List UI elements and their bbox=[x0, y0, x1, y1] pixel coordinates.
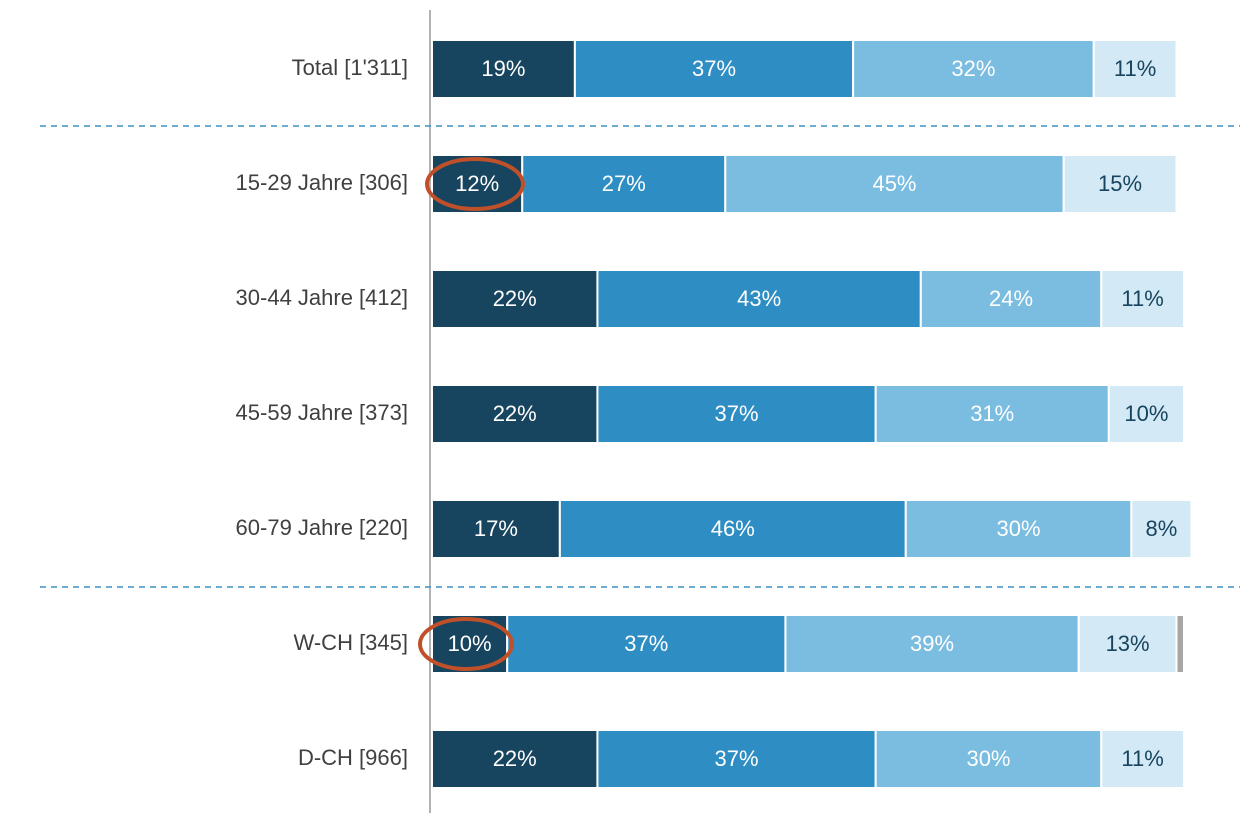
data-label: 13% bbox=[1106, 631, 1150, 656]
bar-segment bbox=[1077, 614, 1178, 674]
bar-segment bbox=[1107, 384, 1186, 444]
data-label: 17% bbox=[474, 516, 518, 541]
data-label: 30% bbox=[966, 746, 1010, 771]
highlight-circle bbox=[418, 617, 514, 671]
category-label: 15-29 Jahre [306] bbox=[236, 170, 408, 195]
data-label: 24% bbox=[989, 286, 1033, 311]
category-label: 30-44 Jahre [412] bbox=[236, 285, 408, 310]
data-label: 12% bbox=[455, 171, 499, 196]
data-label: 22% bbox=[493, 746, 537, 771]
bar-segment bbox=[724, 154, 1065, 214]
data-label: 8% bbox=[1146, 516, 1178, 541]
data-label: 22% bbox=[493, 401, 537, 426]
data-label: 11% bbox=[1114, 56, 1156, 81]
data-label: 19% bbox=[481, 56, 525, 81]
data-label: 10% bbox=[1124, 401, 1168, 426]
data-label: 37% bbox=[624, 631, 668, 656]
data-label: 45% bbox=[872, 171, 916, 196]
data-label: 15% bbox=[1098, 171, 1142, 196]
highlight-circle bbox=[425, 157, 525, 211]
data-label: 10% bbox=[448, 631, 492, 656]
bar-segment bbox=[558, 499, 907, 559]
bar-segment bbox=[1100, 269, 1186, 329]
data-label: 31% bbox=[970, 401, 1014, 426]
data-label: 46% bbox=[711, 516, 755, 541]
bar-segment bbox=[919, 269, 1103, 329]
category-label: 45-59 Jahre [373] bbox=[236, 400, 408, 425]
data-label: 43% bbox=[737, 286, 781, 311]
bar-segment bbox=[596, 729, 877, 789]
category-label: D-CH [966] bbox=[298, 745, 408, 770]
bar-segment bbox=[784, 614, 1080, 674]
bar-segment bbox=[431, 384, 599, 444]
data-label: 39% bbox=[910, 631, 954, 656]
bar-segment bbox=[431, 39, 576, 99]
data-label: 11% bbox=[1121, 746, 1163, 771]
bar-segment bbox=[1100, 729, 1186, 789]
bar-segment bbox=[904, 499, 1133, 559]
bar-segment bbox=[596, 384, 877, 444]
data-label: 32% bbox=[951, 56, 995, 81]
bar-segment bbox=[431, 499, 561, 559]
data-label: 27% bbox=[602, 171, 646, 196]
bar-segment bbox=[431, 729, 599, 789]
data-label: 22% bbox=[493, 286, 537, 311]
bars: Total [1'311] 19% 37% 32% 11% 15-29 Jahre [30… bbox=[236, 39, 1193, 789]
data-label: 30% bbox=[997, 516, 1041, 541]
data-label: 37% bbox=[692, 56, 736, 81]
bar-segment bbox=[1130, 499, 1193, 559]
category-label: W-CH [345] bbox=[293, 630, 408, 655]
bar-segment bbox=[1062, 154, 1178, 214]
bar-segment bbox=[874, 729, 1103, 789]
bar-segment bbox=[431, 269, 599, 329]
category-label: 60-79 Jahre [220] bbox=[236, 515, 408, 540]
bar-segment bbox=[874, 384, 1110, 444]
category-label: Total [1'311] bbox=[292, 55, 408, 80]
data-label: 37% bbox=[715, 401, 759, 426]
data-label: 37% bbox=[715, 746, 759, 771]
data-label: 11% bbox=[1121, 286, 1163, 311]
bar-segment bbox=[506, 614, 787, 674]
bar-segment bbox=[521, 154, 727, 214]
bar-segment bbox=[1092, 39, 1178, 99]
bar-segment bbox=[852, 39, 1095, 99]
bar-segment bbox=[1175, 614, 1185, 674]
